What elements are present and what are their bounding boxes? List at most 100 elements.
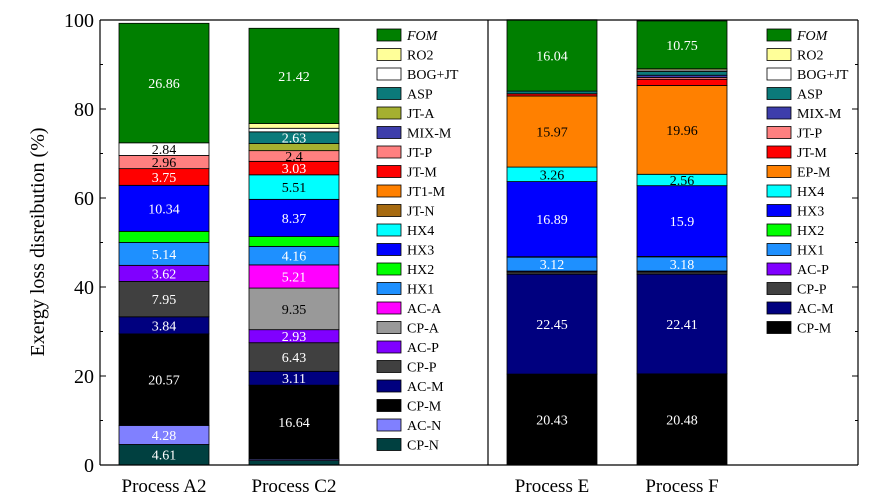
legend-item: JT-P [377, 146, 432, 161]
data-label: 16.04 [536, 49, 568, 64]
data-label: 5.21 [282, 270, 307, 285]
legend-label: FOM [796, 29, 829, 44]
legend-swatch [377, 29, 401, 41]
bar-segment-cp-n [249, 461, 339, 465]
legend-swatch [767, 263, 791, 275]
legend-swatch [767, 224, 791, 236]
legend-item: AC-M [377, 380, 444, 395]
data-label: 5.51 [282, 181, 307, 196]
legend-label: CP-M [797, 322, 832, 337]
bar-segment-hx2 [249, 237, 339, 247]
data-label: 16.64 [278, 416, 310, 431]
legend-swatch [767, 29, 791, 41]
data-label: 16.89 [536, 213, 568, 228]
legend-item: CP-P [377, 361, 437, 376]
legend-item: JT-A [377, 107, 435, 122]
legend-label: CP-A [407, 322, 440, 337]
data-label: 2.63 [282, 132, 307, 147]
legend-swatch [767, 49, 791, 61]
legend-item: AC-A [377, 302, 442, 317]
legend-label: RO2 [407, 49, 433, 64]
legend-item: JT-P [767, 127, 822, 142]
data-label: 3.62 [152, 267, 177, 282]
legend-label: BOG+JT [797, 68, 849, 83]
legend-swatch [377, 263, 401, 275]
legend-label: FOM [406, 29, 439, 44]
legend-label: CP-P [797, 283, 827, 298]
legend-item: FOM [377, 29, 439, 44]
data-label: 3.84 [152, 319, 177, 334]
legend-swatch [377, 166, 401, 178]
data-label: 20.43 [536, 414, 568, 429]
legend-item: AC-N [377, 419, 441, 434]
data-label: 3.75 [152, 171, 177, 186]
legend-item: HX2 [767, 224, 824, 239]
legend-item: ASP [767, 88, 823, 103]
legend-swatch [767, 127, 791, 139]
legend-item: RO2 [767, 49, 823, 64]
legend-label: JT-A [407, 107, 435, 122]
legend-label: JT-P [407, 146, 432, 161]
legend-item: HX3 [377, 244, 434, 259]
legend-swatch [767, 146, 791, 158]
legend-item: EP-M [767, 166, 831, 181]
legend-swatch [767, 185, 791, 197]
data-label: 15.9 [670, 215, 695, 230]
legend-item: BOG+JT [377, 68, 459, 83]
legend-swatch [767, 322, 791, 334]
legend-1: FOMRO2BOG+JTASPJT-AMIX-MJT-PJT-MJT1-MJT-… [377, 29, 459, 454]
y-tick-label: 0 [84, 455, 94, 477]
legend-swatch [767, 68, 791, 80]
data-label: 22.45 [536, 318, 568, 333]
legend-label: JT1-M [407, 185, 446, 200]
data-label: 2.56 [670, 174, 695, 189]
legend-item: JT1-M [377, 185, 446, 200]
data-label: 19.96 [666, 124, 698, 139]
legend-label: ASP [797, 88, 823, 103]
legend-swatch [377, 68, 401, 80]
legend-label: HX2 [407, 263, 434, 278]
data-label: 3.12 [540, 258, 565, 273]
legend-swatch [767, 302, 791, 314]
data-label: 3.26 [540, 168, 565, 183]
legend-label: AC-M [797, 302, 834, 317]
data-label: 7.95 [152, 293, 177, 308]
legend-label: AC-A [407, 302, 442, 317]
legend-item: CP-P [767, 283, 827, 298]
legend-swatch [377, 205, 401, 217]
legend-item: FOM [767, 29, 829, 44]
legend-label: CP-P [407, 361, 437, 376]
data-label: 3.18 [670, 258, 695, 273]
legend-item: JT-N [377, 205, 435, 220]
legend-label: JT-P [797, 127, 822, 142]
data-label: 6.43 [282, 351, 307, 366]
legend-label: HX1 [407, 283, 434, 298]
data-label: 4.16 [282, 250, 307, 265]
data-label: 20.48 [666, 413, 698, 428]
bar-process-c2: 16.643.116.432.939.355.214.168.375.513.0… [249, 28, 339, 465]
data-label: 20.57 [148, 374, 180, 389]
data-label: 21.42 [278, 70, 310, 85]
legend-swatch [767, 205, 791, 217]
legend-item: HX3 [767, 205, 824, 220]
x-tick-label: Process F [645, 476, 718, 497]
bar-segment-asp [637, 71, 727, 75]
legend-swatch [767, 166, 791, 178]
legend-swatch [767, 283, 791, 295]
bar-segment-hx2 [119, 231, 209, 242]
legend-label: JT-M [797, 146, 827, 161]
legend-swatch [377, 107, 401, 119]
legend-label: AC-N [407, 419, 441, 434]
legend-label: AC-P [407, 341, 439, 356]
legend-label: RO2 [797, 49, 823, 64]
legend-label: EP-M [797, 166, 831, 181]
bar-segment-ro2 [249, 124, 339, 129]
legend-swatch [767, 88, 791, 100]
legend-swatch [377, 127, 401, 139]
bar-segment-bog-jt [249, 128, 339, 132]
data-label: 15.97 [536, 126, 568, 141]
data-label: 10.34 [148, 202, 180, 217]
legend-label: BOG+JT [407, 68, 459, 83]
legend-label: MIX-M [407, 127, 452, 142]
legend-swatch [377, 361, 401, 373]
